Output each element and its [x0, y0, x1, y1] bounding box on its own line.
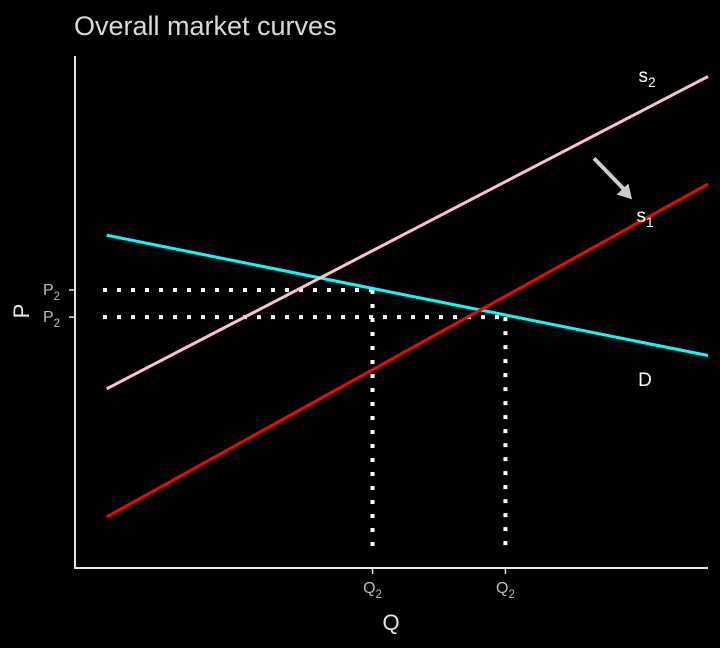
x-tick-label: Q2 [363, 580, 382, 601]
series-line-s1 [105, 182, 709, 519]
series-label-s2: s2 [638, 66, 655, 90]
y-tick-label: P2 [43, 309, 60, 330]
series-line-d [106, 233, 709, 357]
series-label-d: D [638, 370, 652, 391]
shift-arrow-shaft [592, 157, 628, 193]
plot-area: P2 Q2 P2 Q2 s2 s1 D [43, 56, 709, 601]
y-axis-title: P [9, 304, 34, 319]
x-axis-title: Q [382, 610, 399, 635]
chart-title: Overall market curves [74, 11, 337, 41]
series-label-s1: s1 [636, 206, 653, 230]
shift-arrow-head [616, 183, 633, 200]
series-line-s2 [105, 75, 709, 391]
y-tick-label: P2 [43, 282, 60, 303]
x-tick-label: Q2 [496, 580, 515, 601]
